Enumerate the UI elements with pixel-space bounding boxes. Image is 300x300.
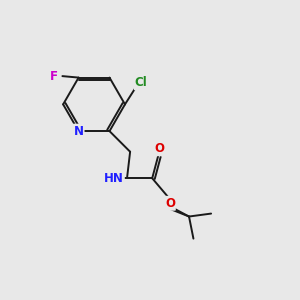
Text: HN: HN [104,172,124,185]
Text: O: O [154,142,165,155]
Text: N: N [74,124,84,138]
Text: F: F [50,70,58,83]
Text: O: O [165,197,175,210]
Text: Cl: Cl [135,76,148,89]
